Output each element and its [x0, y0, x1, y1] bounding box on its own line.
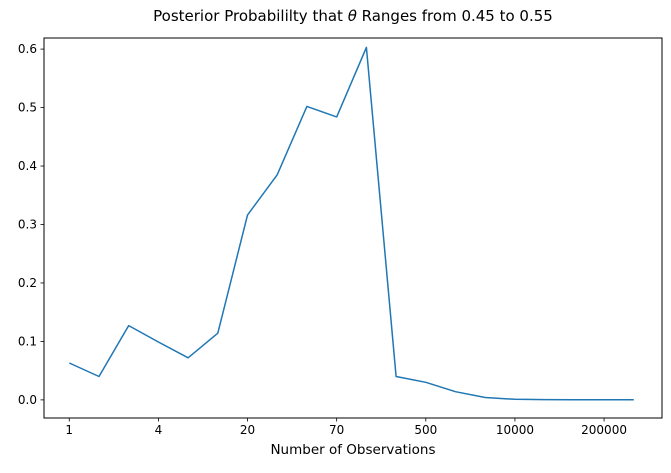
- x-tick-label: 70: [329, 423, 344, 437]
- y-tick-label: 0.6: [18, 42, 37, 56]
- x-tick-label: 20: [240, 423, 255, 437]
- y-tick-label: 0.5: [18, 101, 37, 115]
- x-tick-label: 200000: [581, 423, 627, 437]
- x-tick-label: 1: [65, 423, 73, 437]
- posterior-probability-line: [68, 46, 634, 401]
- y-tick-label: 0.4: [18, 159, 37, 173]
- theta-symbol: θ: [347, 7, 357, 25]
- plot-frame: [43, 37, 663, 419]
- y-tick-label: 0.3: [18, 217, 37, 231]
- y-tick-label: 0.0: [18, 393, 37, 407]
- x-tick-label: 4: [155, 423, 163, 437]
- y-tick-label: 0.2: [18, 276, 37, 290]
- chart-title-suffix: Ranges from 0.45 to 0.55: [356, 7, 553, 25]
- y-tick-label: 0.1: [18, 334, 37, 348]
- chart-title-prefix: Posterior Probabililty that: [153, 7, 348, 25]
- x-tick-label: 10000: [496, 423, 534, 437]
- chart-title: Posterior Probabililty that θ Ranges fro…: [44, 7, 662, 25]
- x-axis-label: Number of Observations: [270, 442, 436, 458]
- x-tick-label: 500: [414, 423, 437, 437]
